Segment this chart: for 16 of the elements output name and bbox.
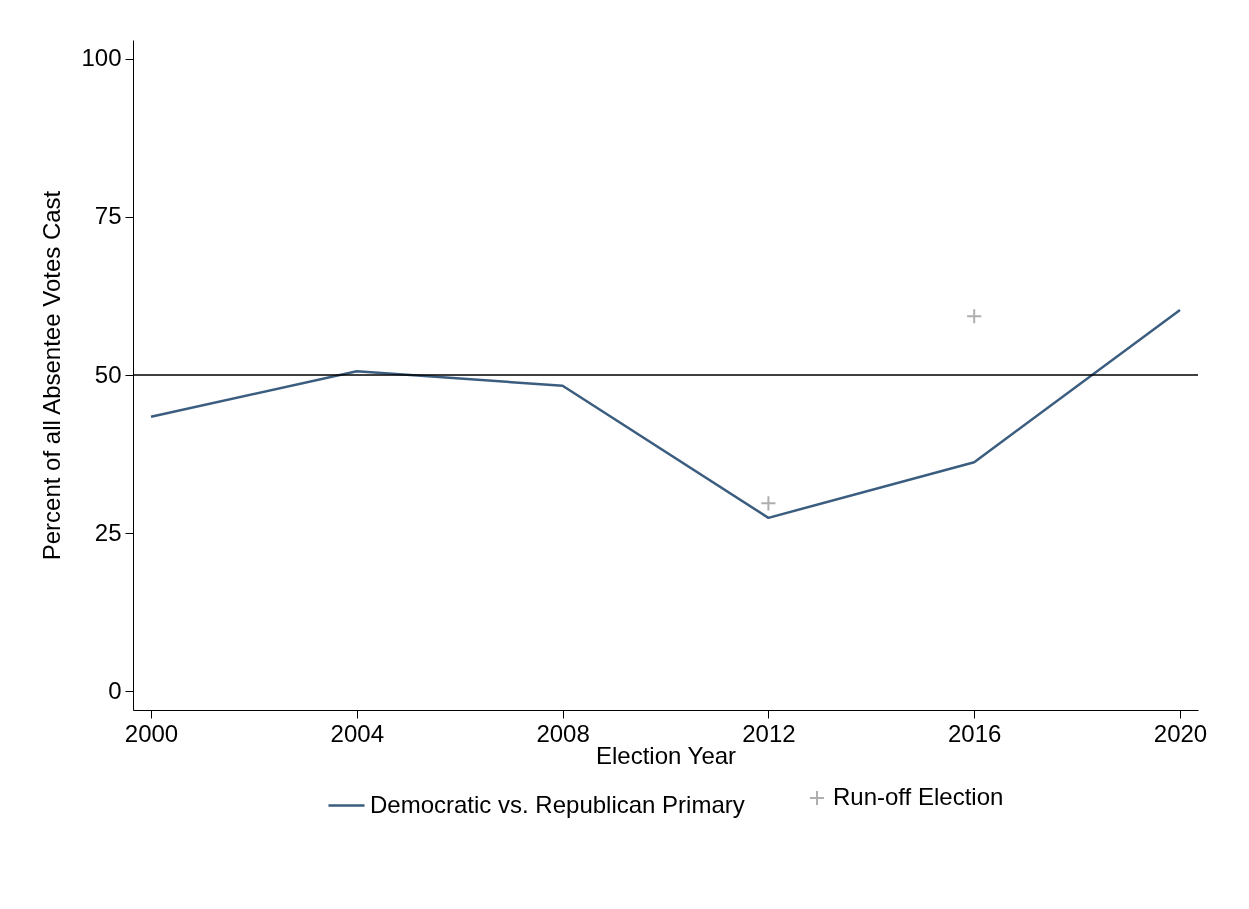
- x-tick-label: 2008: [536, 719, 590, 747]
- x-tick-label: 2004: [330, 719, 384, 747]
- y-tick-label: 100: [81, 44, 122, 72]
- x-axis-title: Election Year: [595, 741, 737, 769]
- x-tick-label: 2016: [948, 719, 1002, 747]
- y-tick-label: 75: [94, 202, 122, 230]
- x-tick-label: 2000: [124, 719, 179, 747]
- x-tick-label: 2012: [742, 719, 796, 747]
- y-tick-label: 50: [94, 360, 122, 388]
- y-tick-label: 25: [94, 518, 122, 546]
- legend-label: Democratic vs. Republican Primary: [370, 790, 745, 818]
- y-axis-title: Percent of all Absentee Votes Cast: [38, 190, 66, 561]
- legend-label: Run-off Election: [833, 783, 1004, 810]
- x-tick-label: 2020: [1153, 719, 1208, 747]
- line-series: [149, 308, 1182, 520]
- y-tick-label: 0: [108, 676, 122, 704]
